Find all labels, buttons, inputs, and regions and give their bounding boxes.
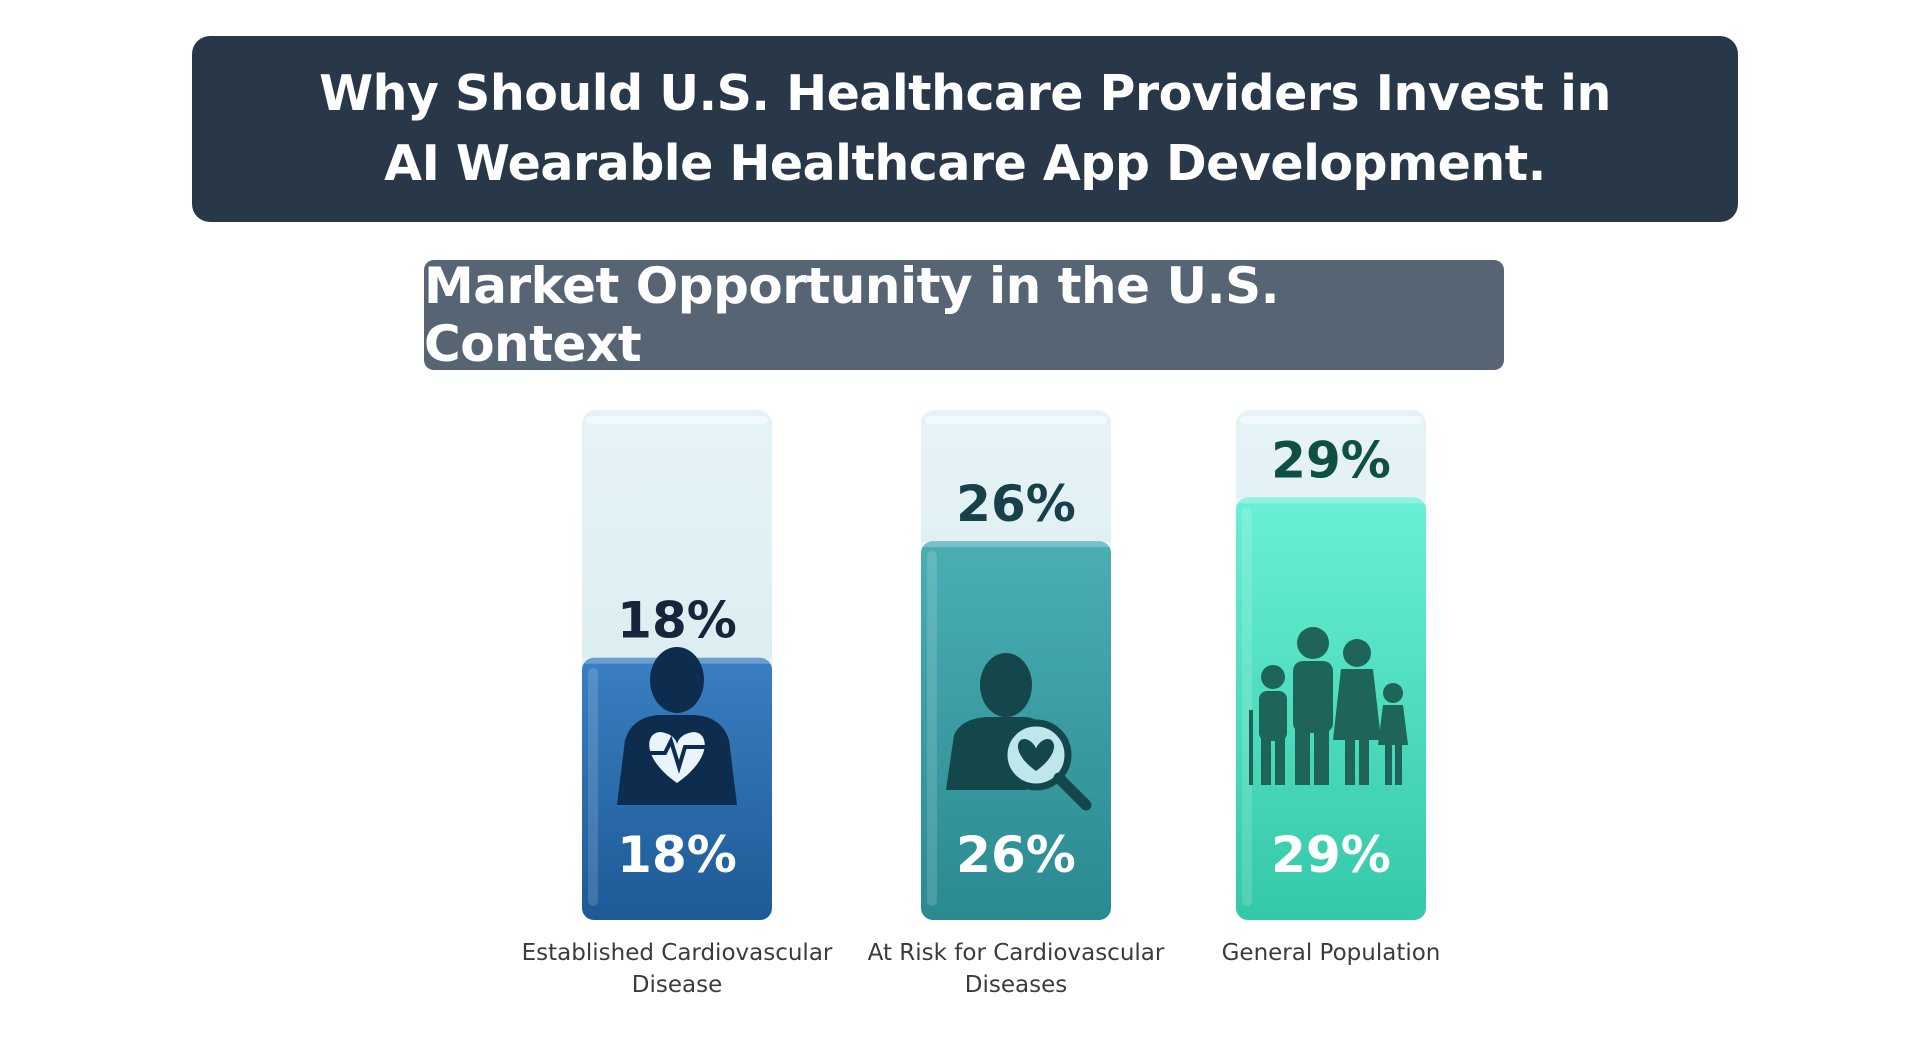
page-subtitle: Market Opportunity in the U.S. Context: [424, 257, 1280, 373]
bar-surface: [921, 541, 1111, 548]
title-banner: Why Should U.S. Healthcare Providers Inv…: [192, 36, 1738, 222]
category-label: General Population: [1221, 940, 1441, 966]
data-label-top: 29%: [1271, 431, 1391, 489]
category-label: Established Cardiovascular Disease: [521, 940, 833, 998]
bar-group: 26% 26%: [921, 410, 1111, 920]
subtitle-banner: Market Opportunity in the U.S. Context: [424, 257, 1504, 373]
person-heart-icon: [617, 647, 737, 805]
category-label: At Risk for Cardiovascular Diseases: [867, 940, 1165, 998]
bar-rim: [586, 416, 768, 424]
family-icon: [1249, 627, 1408, 785]
data-label-bottom: 18%: [617, 826, 737, 884]
data-label-top: 18%: [617, 592, 737, 650]
bar-highlight: [1242, 507, 1252, 906]
data-label-top: 26%: [956, 475, 1076, 533]
page-title: Why Should U.S. Healthcare Providers Inv…: [319, 65, 1611, 192]
bar-group: 18% 18%: [582, 410, 772, 920]
data-label-bottom: 29%: [1271, 826, 1391, 884]
data-label-bottom: 26%: [956, 826, 1076, 884]
bar-surface: [1236, 497, 1426, 504]
bar-rim: [1240, 416, 1422, 424]
bar-highlight: [588, 667, 598, 906]
bar-rim: [925, 416, 1107, 424]
bar-highlight: [927, 551, 937, 906]
person-magnifier-heart-icon: [946, 653, 1092, 811]
bar-group: 29% 29%: [1236, 410, 1426, 920]
